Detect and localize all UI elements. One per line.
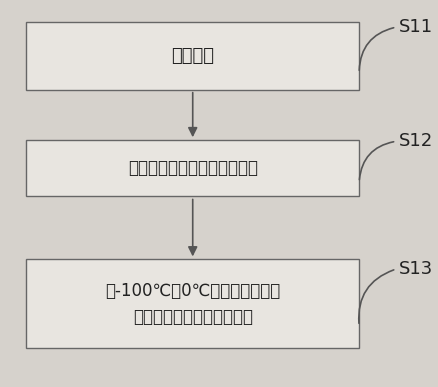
Text: 在-100℃到0℃的温度条件下，
向所述二氧化硅层中掺杂氮: 在-100℃到0℃的温度条件下， 向所述二氧化硅层中掺杂氮 — [105, 282, 280, 326]
Text: S13: S13 — [399, 260, 433, 278]
Text: 在所述衬底上形成二氧化硅层: 在所述衬底上形成二氧化硅层 — [128, 159, 258, 177]
FancyBboxPatch shape — [26, 140, 359, 197]
FancyBboxPatch shape — [26, 259, 359, 348]
Text: S12: S12 — [399, 132, 433, 150]
Text: 提供衬底: 提供衬底 — [171, 47, 214, 65]
Text: S11: S11 — [399, 18, 433, 36]
FancyBboxPatch shape — [26, 22, 359, 90]
